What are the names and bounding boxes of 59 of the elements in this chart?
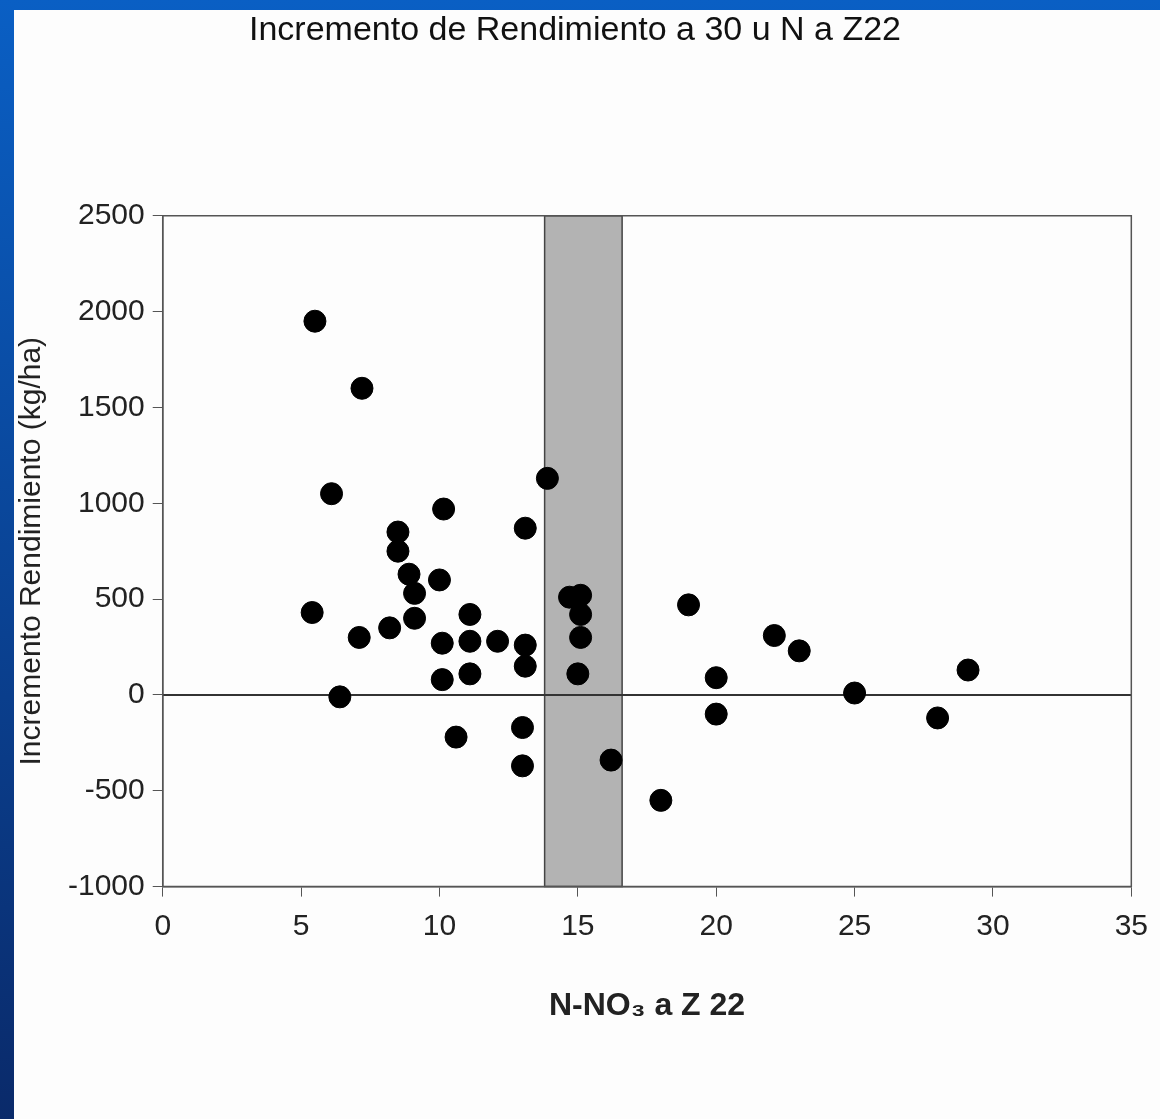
point <box>320 482 344 506</box>
point <box>926 706 950 730</box>
point <box>458 662 482 686</box>
point <box>347 625 371 649</box>
x-tick-label: 25 <box>837 907 872 941</box>
point <box>303 309 327 333</box>
y-tick-label: 2000 <box>77 292 145 326</box>
chart-title: Incremento de Rendimiento a 30 u N a Z22 <box>248 8 902 47</box>
point <box>704 702 728 726</box>
x-tick-label: 0 <box>154 907 172 941</box>
point <box>513 516 537 540</box>
y-tick-label: 500 <box>94 580 145 614</box>
point <box>956 658 980 682</box>
y-tick-label: -1000 <box>67 867 145 901</box>
point <box>386 520 410 544</box>
x-tick-label: 30 <box>976 907 1010 941</box>
point <box>599 748 623 772</box>
point <box>513 633 537 657</box>
point <box>566 662 590 686</box>
x-tick-label: 20 <box>699 907 733 941</box>
y-tick-label: 0 <box>128 676 145 710</box>
x-tick-label: 5 <box>292 907 310 941</box>
point <box>569 625 593 649</box>
point <box>386 539 410 563</box>
point <box>328 685 352 709</box>
y-axis-title: Incremento Rendimiento (kg/ha) <box>13 336 47 766</box>
point <box>458 629 482 653</box>
point <box>350 376 374 400</box>
point <box>403 606 427 630</box>
point <box>444 725 468 749</box>
point <box>430 668 454 692</box>
point <box>378 616 402 640</box>
y-tick-label: 1000 <box>77 484 145 518</box>
point <box>458 602 482 626</box>
y-tick-label: 2500 <box>77 197 145 231</box>
point <box>397 562 421 586</box>
point <box>513 654 537 678</box>
x-axis-title: N-NO₃ a Z 22 <box>548 985 746 1022</box>
point <box>677 593 701 617</box>
point <box>510 716 534 740</box>
point <box>510 754 534 778</box>
point <box>486 629 510 653</box>
point <box>704 666 728 690</box>
point <box>403 581 427 605</box>
point <box>569 602 593 626</box>
x-tick-label: 15 <box>561 907 595 941</box>
point <box>432 497 456 521</box>
point <box>649 788 673 812</box>
y-tick-label: 1500 <box>77 388 145 422</box>
point <box>427 568 451 592</box>
point <box>430 631 454 655</box>
x-tick-label: 35 <box>1114 907 1148 941</box>
point <box>300 601 324 625</box>
point <box>843 681 867 705</box>
point <box>762 624 786 648</box>
x-tick-label: 10 <box>422 907 457 941</box>
point <box>535 466 559 490</box>
y-tick-label: -500 <box>84 772 145 806</box>
point <box>787 639 811 663</box>
